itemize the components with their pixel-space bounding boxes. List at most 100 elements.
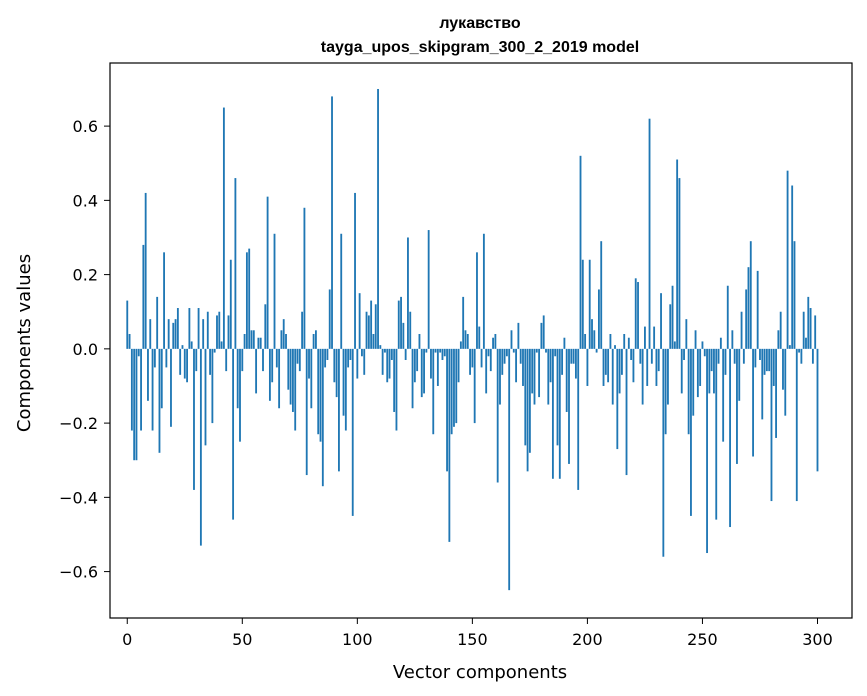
bar (130, 348, 133, 431)
bar (252, 330, 255, 349)
bar (374, 304, 377, 349)
bar (236, 348, 239, 409)
bar (756, 270, 759, 349)
bar (170, 348, 172, 427)
bar (423, 348, 425, 394)
bar (321, 348, 324, 487)
bar (335, 348, 338, 398)
bar (381, 348, 384, 375)
bar (740, 311, 743, 349)
bar (768, 348, 771, 372)
bar (673, 341, 676, 349)
bar (607, 348, 610, 383)
bar (400, 296, 402, 349)
bar (791, 185, 794, 349)
y-tick-label: −0.4 (59, 488, 98, 507)
bar (733, 348, 736, 364)
bar (706, 348, 708, 554)
bar (395, 348, 398, 431)
bar (149, 319, 152, 349)
bar (526, 348, 529, 472)
bar (754, 348, 757, 368)
x-axis-ticks: 0 50 100 150 200 250 300 (122, 618, 833, 649)
bar (726, 285, 729, 349)
bar (731, 330, 734, 349)
bar (257, 337, 260, 349)
bar (499, 348, 501, 405)
bar (409, 311, 412, 349)
bar (453, 348, 455, 427)
bar (333, 348, 336, 383)
bar (455, 348, 458, 424)
bar (188, 308, 191, 349)
bar (312, 334, 315, 349)
bar (418, 334, 421, 349)
y-axis-label: Components values (14, 254, 35, 432)
bar (745, 289, 748, 349)
bar (287, 348, 290, 390)
bar (222, 107, 225, 349)
bar (344, 348, 347, 431)
bar (354, 192, 356, 349)
bar (356, 348, 359, 379)
bar (545, 348, 547, 353)
bar (126, 300, 129, 349)
y-tick-label: 0.4 (73, 191, 98, 210)
bar (782, 348, 784, 390)
bar (653, 326, 656, 349)
x-tick-label: 0 (122, 630, 132, 649)
bar (176, 308, 179, 349)
bar (464, 330, 467, 349)
bar (710, 348, 713, 372)
bar (466, 334, 469, 349)
bar (717, 348, 720, 364)
bar (678, 178, 681, 349)
bar (174, 319, 177, 349)
bar (137, 348, 140, 357)
bar (482, 233, 485, 349)
bar (660, 293, 662, 349)
bar (692, 348, 695, 416)
bar (167, 319, 170, 349)
bar (713, 348, 715, 394)
bar (347, 348, 350, 368)
bar (568, 348, 570, 464)
bar (480, 348, 483, 368)
bar (634, 278, 637, 349)
bar (496, 348, 499, 483)
bar (616, 348, 619, 450)
y-tick-label: 0.6 (73, 117, 98, 136)
bar (793, 241, 796, 349)
bar (243, 334, 246, 349)
bar (163, 252, 165, 349)
y-tick-label: 0.0 (73, 340, 98, 359)
bar (625, 348, 628, 476)
bar (204, 348, 207, 446)
bar (342, 348, 345, 416)
bar (570, 348, 573, 364)
bar (579, 155, 582, 349)
bar (358, 293, 361, 349)
bar (340, 233, 343, 349)
bar (156, 296, 159, 349)
bar (503, 348, 506, 364)
bar (473, 348, 476, 424)
bar (181, 345, 184, 349)
bar (623, 334, 626, 349)
bar (805, 337, 807, 349)
bar (680, 348, 683, 394)
bar (216, 315, 218, 349)
bar (662, 348, 665, 557)
bar (179, 348, 182, 375)
bar (738, 348, 741, 401)
bar (446, 348, 448, 472)
bar (280, 330, 283, 349)
bar (404, 348, 407, 360)
bar (602, 348, 605, 386)
bar (772, 348, 775, 386)
bar (411, 348, 414, 409)
bar (671, 285, 674, 349)
bar (538, 348, 541, 398)
bar (294, 348, 297, 431)
bar (487, 348, 490, 357)
